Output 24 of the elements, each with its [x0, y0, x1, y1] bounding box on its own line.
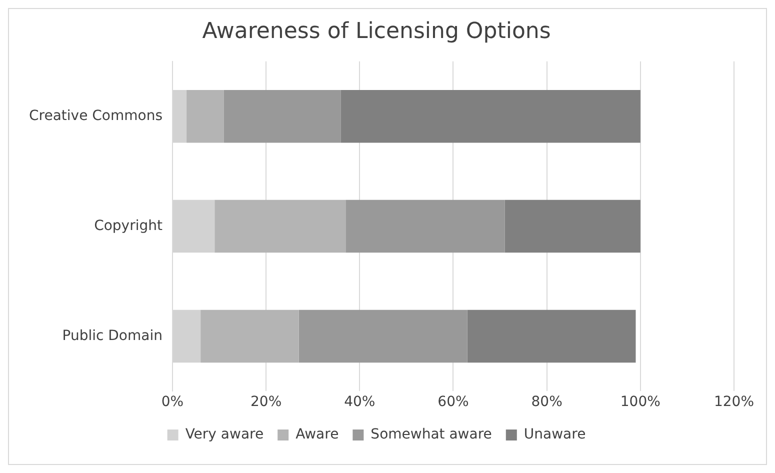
bar [467, 310, 636, 363]
y-tick-label: Public Domain [62, 328, 162, 344]
x-tick-label: 40% [344, 394, 376, 410]
chart-title: Awareness of Licensing Options [202, 18, 551, 44]
bar [200, 310, 299, 363]
legend-label: Very aware [185, 426, 264, 443]
bar [504, 200, 640, 253]
legend-label: Aware [296, 426, 339, 443]
x-tick-label: 100% [620, 394, 660, 410]
x-tick-label: 80% [531, 394, 562, 410]
bar [346, 200, 505, 253]
legend-label: Unaware [524, 426, 586, 443]
x-tick-label: 120% [714, 394, 754, 410]
y-tick-label: Creative Commons [28, 108, 162, 124]
bar [298, 310, 468, 363]
legend-label: Somewhat aware [370, 426, 492, 443]
y-tick-label: Copyright [94, 218, 163, 234]
bar [224, 90, 341, 143]
bar [340, 90, 640, 143]
bar [186, 90, 224, 143]
x-tick-label: 20% [250, 394, 282, 410]
x-tick-label: 60% [438, 394, 469, 410]
x-tick-label: 0% [161, 394, 184, 410]
bar [214, 200, 346, 253]
